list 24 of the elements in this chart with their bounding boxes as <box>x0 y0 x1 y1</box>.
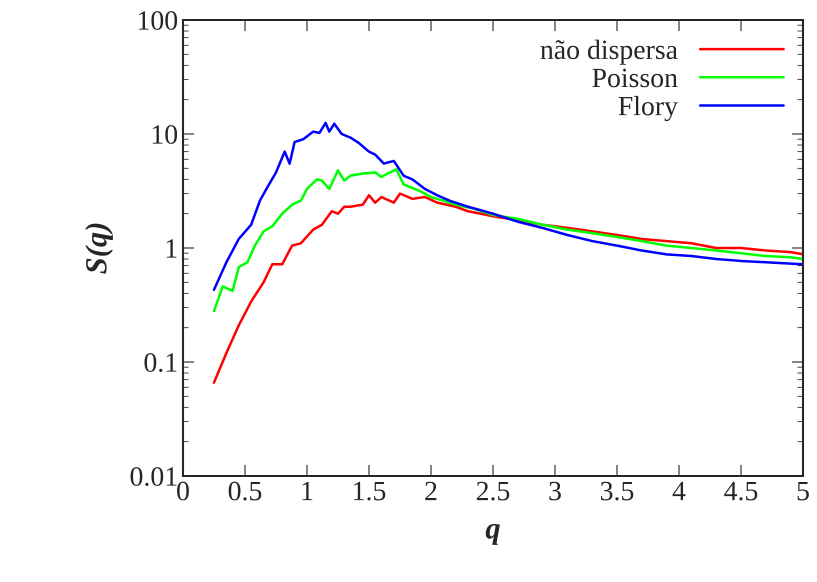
y-tick-label: 0.1 <box>144 353 176 372</box>
legend-label: Poisson <box>592 68 678 88</box>
line-series <box>212 168 803 312</box>
y-tick-label: 1 <box>166 239 176 258</box>
legend-label: não dispersa <box>540 40 678 65</box>
x-tick-label: 0.5 <box>228 482 262 501</box>
x-tick-label: 2.5 <box>476 482 510 501</box>
x-tick-label: 1 <box>302 482 312 500</box>
x-tick-label: 5 <box>798 482 809 500</box>
x-tick-label: 2 <box>425 482 436 500</box>
legend-label: Flory <box>618 96 678 122</box>
line-series <box>212 192 803 384</box>
x-tick-label: 0 <box>177 482 189 500</box>
x-tick-label: 3 <box>549 482 561 500</box>
x-tick-label: 4.5 <box>724 482 758 501</box>
y-tick-label: 0.01 <box>130 467 176 486</box>
x-tick-label: 4 <box>672 482 686 500</box>
y-tick-label: 10 <box>152 125 178 144</box>
x-tick-label: 3.5 <box>600 482 634 501</box>
x-tick-label: 1.5 <box>354 482 386 501</box>
y-axis-title: S(q) <box>85 224 113 274</box>
line-series <box>212 122 803 292</box>
x-axis-title: q <box>486 524 500 545</box>
y-tick-label: 100 <box>138 11 178 30</box>
